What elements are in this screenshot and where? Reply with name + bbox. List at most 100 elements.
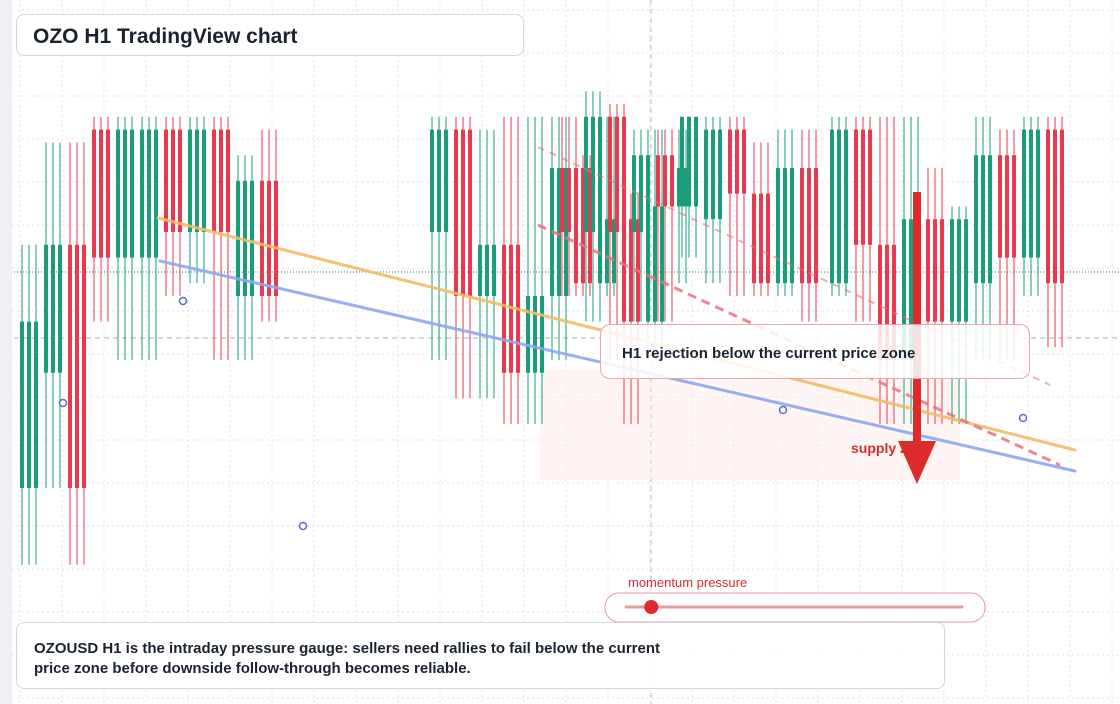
- candle-body: [766, 193, 770, 284]
- rejection-callout: H1 rejection below the current price zon…: [600, 324, 1030, 379]
- title-box: OZO H1 TradingView chart: [16, 14, 524, 56]
- candle-body: [75, 244, 79, 488]
- candle-body: [981, 155, 985, 284]
- candle-body: [533, 296, 537, 373]
- candle-body: [800, 168, 804, 284]
- candle-body: [1053, 129, 1057, 284]
- candle-body: [226, 129, 230, 232]
- candle-body: [629, 219, 633, 322]
- candle-body: [454, 129, 458, 296]
- candle-body: [694, 116, 698, 207]
- candle-body: [711, 129, 715, 220]
- candle-body: [171, 129, 175, 232]
- momentum-label: momentum pressure: [628, 575, 747, 590]
- candle-body: [868, 129, 872, 245]
- candle-body: [632, 155, 636, 232]
- candle-body: [940, 219, 944, 322]
- footer-note: OZOUSD H1 is the intraday pressure gauge…: [16, 622, 945, 689]
- candle-body: [106, 129, 110, 258]
- candle-body: [902, 219, 906, 360]
- momentum-gauge-knob: [644, 600, 659, 614]
- candle-body: [608, 116, 612, 232]
- bearish-arrow-shaft: [913, 192, 921, 444]
- candle-body: [584, 116, 588, 232]
- candle-body: [684, 168, 688, 207]
- candle-body: [830, 129, 834, 284]
- candle-body: [51, 244, 55, 373]
- candle-body: [742, 129, 746, 194]
- candle-body: [1012, 155, 1016, 258]
- candle-body: [123, 129, 127, 258]
- candle-body: [752, 193, 756, 284]
- candle-body: [790, 168, 794, 284]
- candle-body: [212, 129, 216, 232]
- candle-body: [680, 116, 684, 207]
- candle-body: [116, 129, 120, 258]
- anchor-point: [298, 521, 308, 531]
- candle-body: [485, 244, 489, 296]
- candle-body: [526, 296, 530, 373]
- anchor-point: [58, 398, 68, 408]
- candle-body: [202, 129, 206, 232]
- candle-body: [27, 321, 31, 488]
- candle-body: [195, 129, 199, 232]
- candle-body: [260, 180, 264, 296]
- candle-body: [878, 244, 882, 360]
- candle-body: [130, 129, 134, 258]
- candle-body: [58, 244, 62, 373]
- candle-body: [660, 206, 664, 322]
- candle-body: [188, 129, 192, 232]
- candle-body: [998, 155, 1002, 258]
- candle-body: [933, 219, 937, 322]
- anchor-point: [178, 296, 188, 306]
- rejection-callout-text: H1 rejection below the current price zon…: [622, 345, 916, 362]
- candle-body: [82, 244, 86, 488]
- candle-body: [612, 219, 616, 284]
- candle-body: [988, 155, 992, 284]
- anchor-point: [778, 405, 788, 415]
- candle-body: [461, 129, 465, 296]
- supply-zone-band: [540, 370, 960, 480]
- candle-body: [250, 180, 254, 296]
- candle-body: [1060, 129, 1064, 284]
- candle-body: [861, 129, 865, 245]
- candle-body: [492, 244, 496, 296]
- candle-body: [974, 155, 978, 284]
- candle-body: [1005, 155, 1009, 258]
- candle-body: [735, 129, 739, 194]
- candle-body: [653, 206, 657, 322]
- chart-title: OZO H1 TradingView chart: [33, 25, 298, 48]
- candle-body: [557, 168, 561, 296]
- candle-body: [34, 321, 38, 488]
- anchor-point: [1018, 413, 1028, 423]
- candle-body: [964, 219, 968, 322]
- candle-body: [718, 129, 722, 220]
- candle-body: [99, 129, 103, 258]
- candle-body: [444, 129, 448, 232]
- candle-body: [687, 116, 691, 207]
- candle-body: [468, 129, 472, 296]
- candle-body: [147, 129, 151, 258]
- candle-body: [154, 129, 158, 258]
- candle-body: [219, 129, 223, 232]
- left-edge-strip: [0, 0, 12, 704]
- candle-body: [588, 168, 592, 284]
- candle-body: [140, 129, 144, 258]
- candle-body: [92, 129, 96, 258]
- candle-body: [564, 168, 568, 296]
- candle-body: [704, 129, 708, 220]
- candle-body: [267, 180, 271, 296]
- candle-body: [430, 129, 434, 232]
- candle-body: [909, 219, 913, 360]
- candle-body: [814, 168, 818, 284]
- candle-body: [837, 129, 841, 284]
- candle-body: [854, 129, 858, 245]
- candle-body: [274, 180, 278, 296]
- candle-body: [926, 219, 930, 322]
- candle-body: [437, 129, 441, 232]
- candle-body: [44, 244, 48, 373]
- candle-body: [591, 116, 595, 232]
- candle-body: [670, 155, 674, 207]
- candle-body: [639, 155, 643, 232]
- candle-body: [68, 244, 72, 488]
